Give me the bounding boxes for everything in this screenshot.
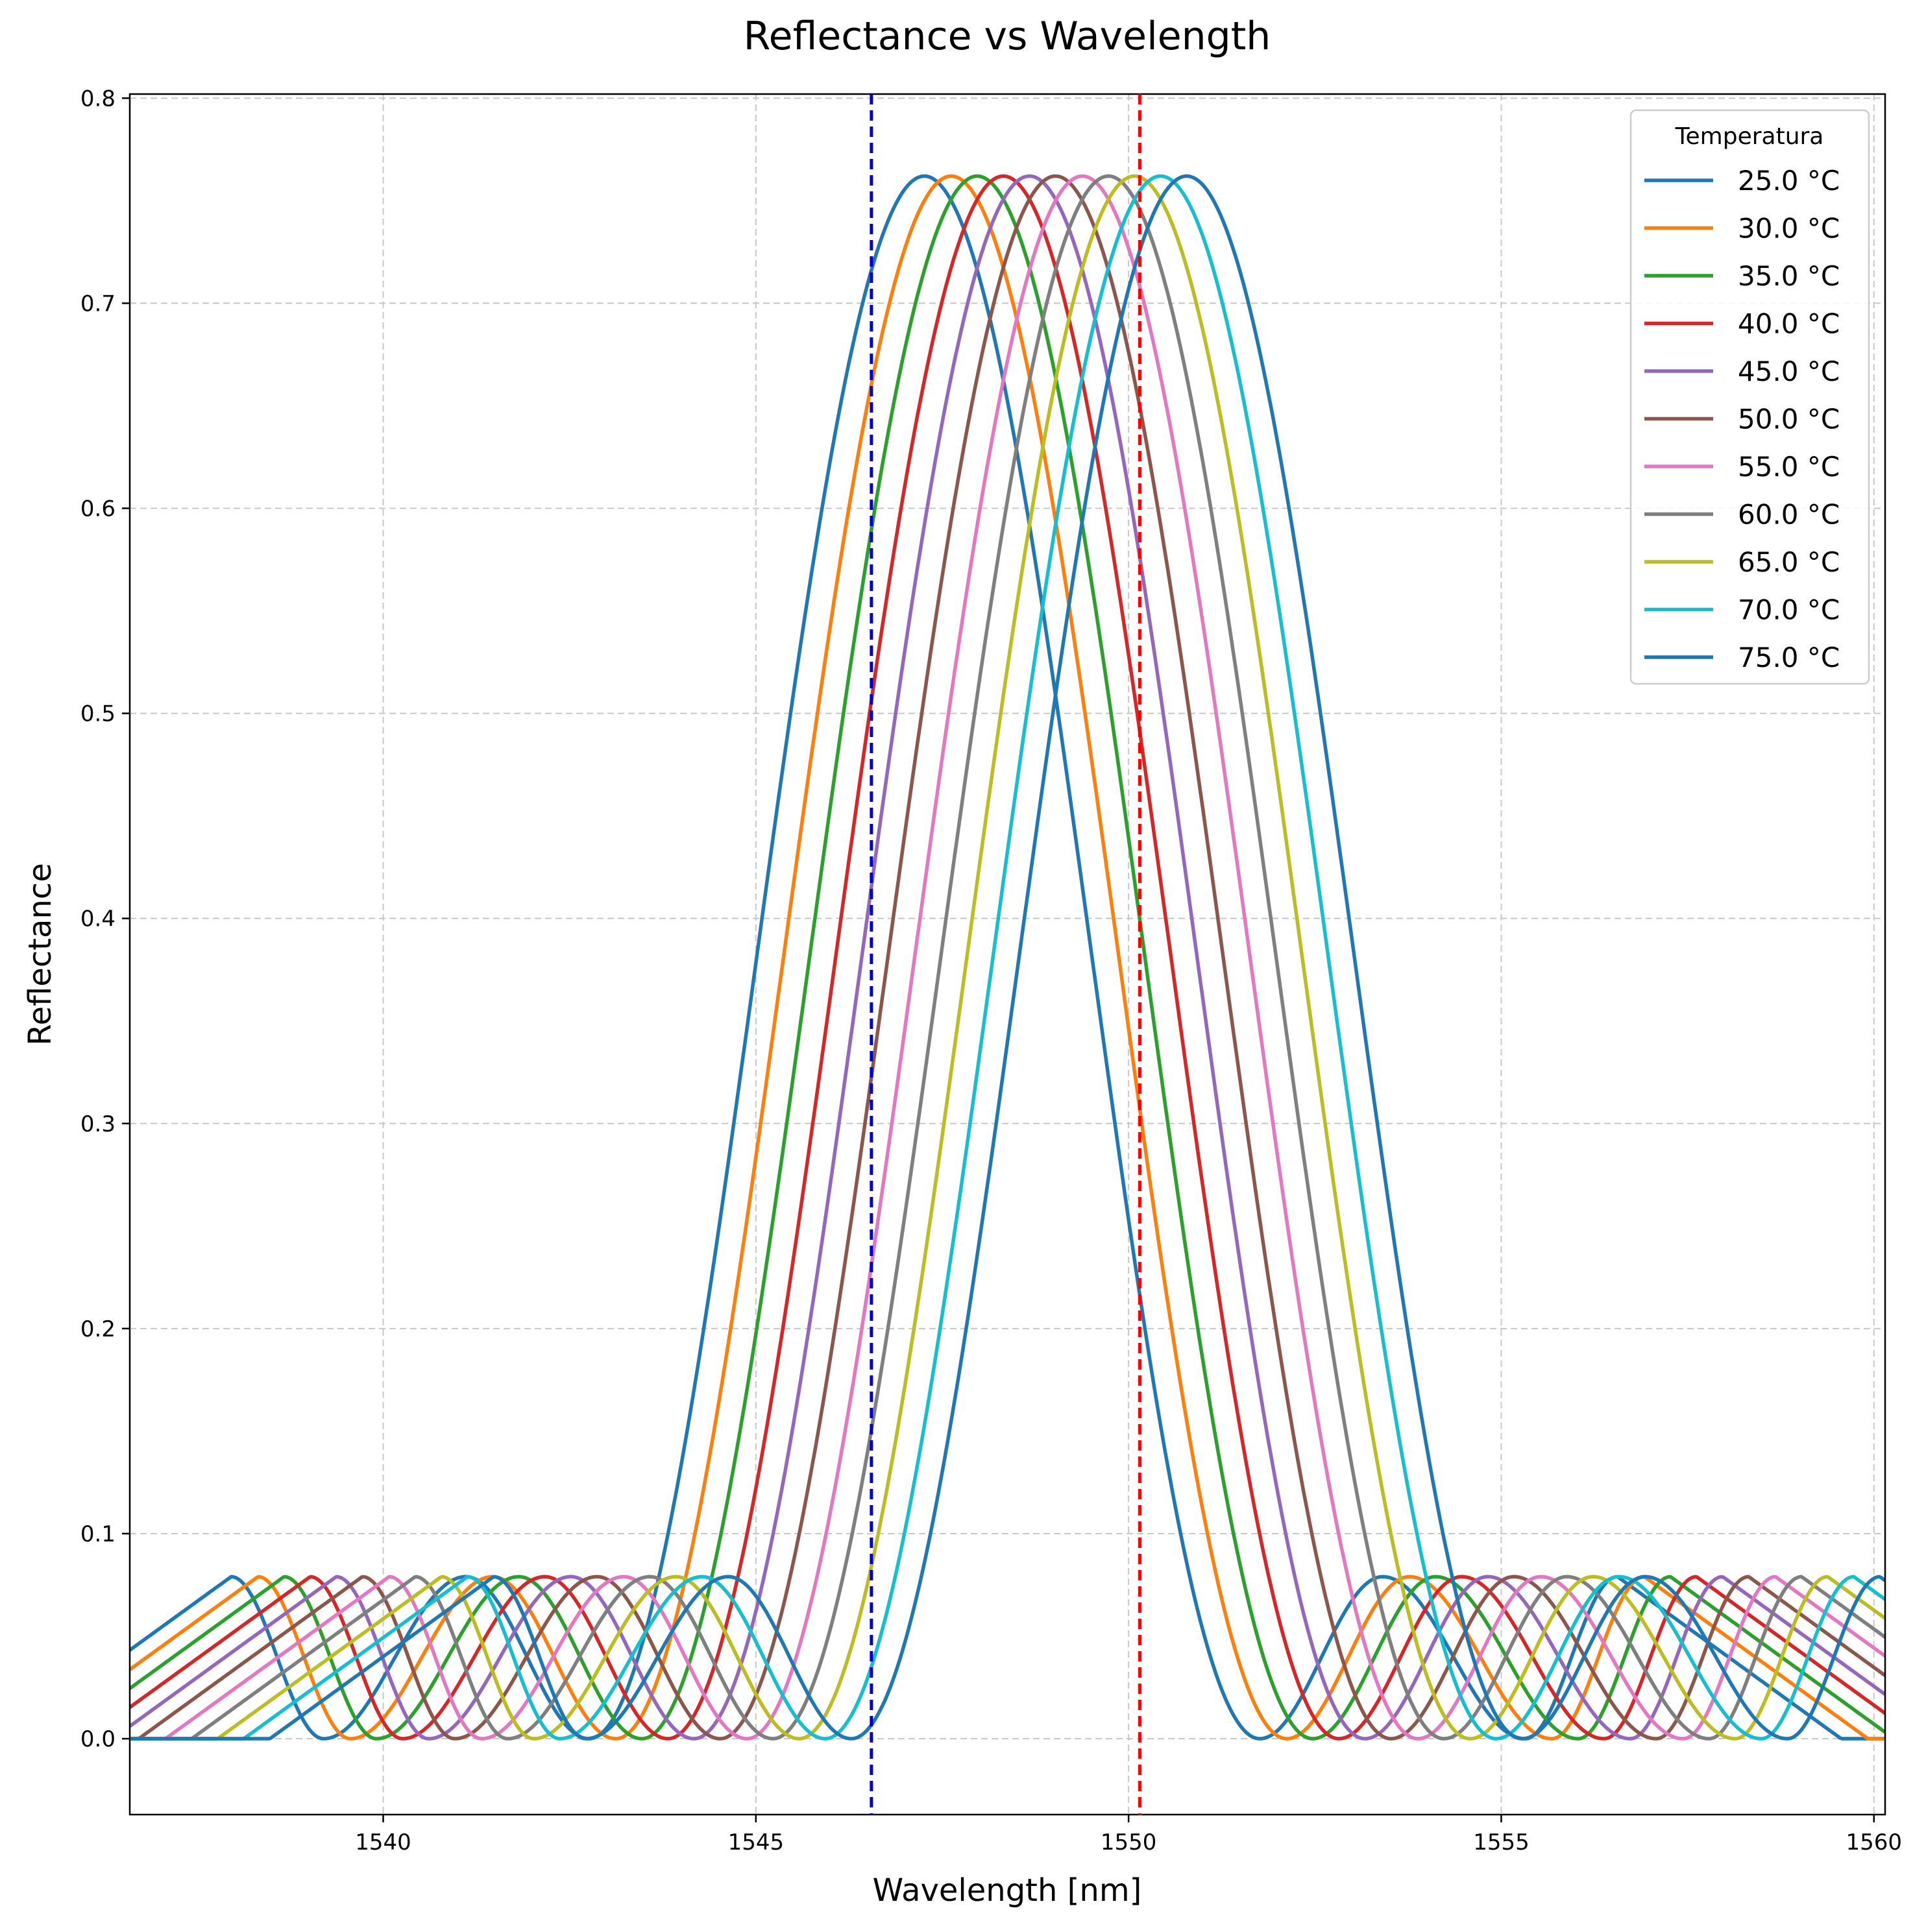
y-tick-label: 0.3 xyxy=(80,1111,116,1137)
legend-label: 40.0 °C xyxy=(1738,308,1840,340)
x-tick-label: 1560 xyxy=(1846,1829,1903,1855)
legend-label: 55.0 °C xyxy=(1738,451,1840,483)
y-tick-label: 0.1 xyxy=(80,1521,116,1547)
x-tick-label: 1555 xyxy=(1473,1829,1530,1855)
y-tick-label: 0.8 xyxy=(80,86,116,112)
y-tick-label: 0.7 xyxy=(80,291,116,317)
legend-label: 45.0 °C xyxy=(1738,356,1840,387)
legend-label: 60.0 °C xyxy=(1738,499,1840,531)
series-line-6 xyxy=(130,174,1885,1741)
x-axis-label: Wavelength [nm] xyxy=(873,1872,1142,1909)
series-line-4 xyxy=(130,174,1885,1741)
legend-label: 65.0 °C xyxy=(1738,546,1840,578)
series-line-10 xyxy=(130,174,1885,1741)
series-line-11 xyxy=(130,174,1885,1741)
x-tick-label: 1550 xyxy=(1101,1829,1157,1855)
legend-label: 75.0 °C xyxy=(1738,642,1840,673)
legend: Temperatura 25.0 °C 30.0 °C 35.0 °C 40.0 °C… xyxy=(1629,109,1870,685)
legend-items: 25.0 °C 30.0 °C 35.0 °C 40.0 °C 45.0 °C 50.0 … xyxy=(1644,165,1840,673)
series-line-3 xyxy=(130,174,1885,1741)
y-tick-label: 0.2 xyxy=(80,1316,116,1342)
legend-label: 35.0 °C xyxy=(1738,260,1840,292)
y-tick-label: 0.0 xyxy=(80,1726,116,1752)
y-tick-label: 0.6 xyxy=(80,496,116,522)
legend-box xyxy=(1629,109,1870,685)
y-axis-label: Reflectance xyxy=(22,863,58,1045)
x-tick-label: 1540 xyxy=(355,1829,411,1855)
legend-title: Temperatura xyxy=(1675,123,1824,150)
series-line-7 xyxy=(130,174,1885,1741)
reference-lines xyxy=(870,94,1141,1815)
series-line-8 xyxy=(130,174,1885,1741)
y-tick-label: 0.5 xyxy=(80,701,116,727)
legend-label: 70.0 °C xyxy=(1738,594,1840,626)
series-lines xyxy=(130,174,1885,1741)
series-line-5 xyxy=(130,174,1885,1741)
chart-title: Reflectance vs Wavelength xyxy=(744,14,1271,59)
grid xyxy=(130,94,1885,1815)
x-tick-label: 1545 xyxy=(728,1829,785,1855)
legend-label: 30.0 °C xyxy=(1738,213,1840,245)
axis-ticks: 1540 1545 1550 1555 1560 0.0 0.1 0.2 0.3 0.4 0.5 0.… xyxy=(80,86,1902,1855)
legend-label: 50.0 °C xyxy=(1738,404,1840,435)
legend-label: 25.0 °C xyxy=(1738,165,1840,197)
y-tick-label: 0.4 xyxy=(80,906,116,932)
plot-frame xyxy=(128,93,1886,1816)
series-line-9 xyxy=(130,174,1885,1741)
